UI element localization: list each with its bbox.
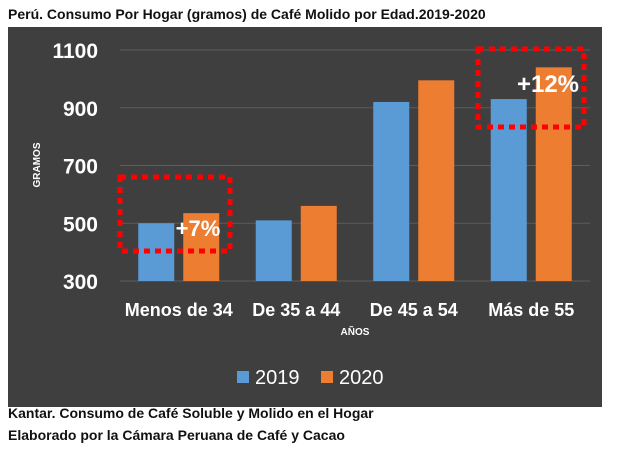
- y-tick-label: 900: [63, 98, 98, 121]
- chart-area: 300 500 700 900 1100 GRAMOS Menos de 34 De 35 a…: [8, 27, 602, 407]
- annotation-label: +7%: [176, 216, 221, 241]
- bar-2020: [535, 67, 572, 281]
- source-note: Kantar. Consumo de Café Soluble y Molido…: [8, 405, 374, 421]
- bar-2019: [255, 220, 292, 281]
- y-axis-label: GRAMOS: [32, 142, 43, 187]
- legend-swatch: [237, 371, 249, 383]
- legend-label: 2019: [255, 367, 300, 389]
- x-tick-label: Más de 55: [488, 300, 574, 320]
- y-tick-label: 300: [63, 271, 98, 294]
- y-tick-label: 700: [63, 156, 98, 179]
- highlight-box: [475, 46, 587, 130]
- x-tick-label: De 35 a 44: [252, 300, 340, 320]
- credit-note: Elaborado por la Cámara Peruana de Café …: [8, 427, 345, 443]
- y-tick-label: 1100: [52, 40, 98, 63]
- highlight-box: [117, 174, 233, 254]
- legend-swatch: [321, 371, 333, 383]
- bar-2019: [373, 101, 410, 281]
- y-tick-label: 500: [63, 213, 98, 236]
- annotation-label: +12%: [517, 71, 579, 98]
- x-tick-label: De 45 a 54: [370, 300, 458, 320]
- bar-chart: 300 500 700 900 1100 GRAMOS Menos de 34 De 35 a…: [32, 40, 590, 389]
- bar-2020: [418, 80, 455, 281]
- bar-2020: [183, 213, 220, 281]
- chart-title: Perú. Consumo Por Hogar (gramos) de Café…: [8, 6, 486, 22]
- legend-label: 2020: [339, 367, 384, 389]
- x-axis-label: AÑOS: [341, 325, 370, 338]
- x-tick-label: Menos de 34: [125, 300, 233, 320]
- bar-2020: [300, 205, 337, 281]
